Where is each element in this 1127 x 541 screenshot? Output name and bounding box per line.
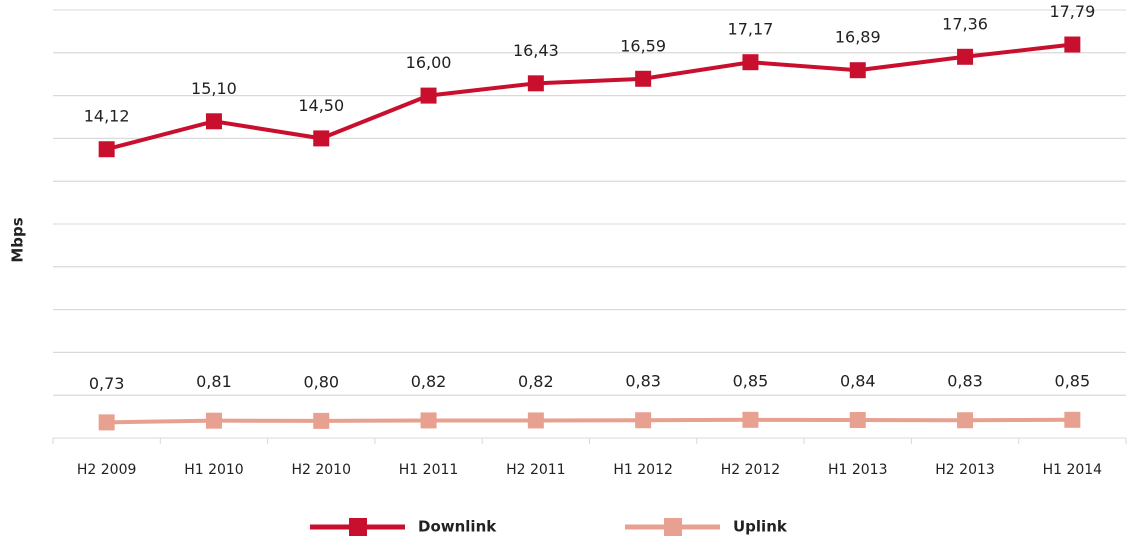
legend-marker [349,518,367,536]
point [1064,411,1081,428]
data-label: 17,17 [728,20,774,39]
legend-label: Downlink [418,518,497,536]
series-line [106,417,1073,425]
x-tick-label: H1 2010 [184,462,244,478]
data-label: 16,00 [406,53,452,72]
point [849,62,866,79]
data-label: 16,43 [513,41,559,60]
point [313,412,330,429]
data-label: 0,73 [89,374,125,393]
point [420,87,437,104]
data-label: 16,59 [620,36,666,55]
x-tick-label: H1 2011 [399,462,459,478]
data-label: 16,89 [835,28,881,47]
point [1064,36,1081,53]
x-tick-label: H2 2010 [291,462,351,478]
point [205,412,222,429]
data-label: 0,85 [733,371,769,390]
point [635,70,652,87]
legend-label: Uplink [733,518,788,536]
data-label: 0,82 [518,372,554,391]
data-label: 0,81 [196,372,232,391]
x-tick-label: H2 2011 [506,462,566,478]
data-label: 0,84 [840,372,876,391]
x-tick-label: H2 2012 [721,462,781,478]
point [98,414,115,431]
y-axis-label: Mbps [9,217,27,262]
point [527,412,544,429]
point [957,48,974,65]
data-label: 17,79 [1049,2,1095,21]
data-label: 17,36 [942,14,988,33]
data-label: 0,82 [411,372,447,391]
data-label: 0,80 [303,372,339,391]
point [527,75,544,92]
point [205,113,222,130]
point [742,54,759,71]
point [635,412,652,429]
data-label: 14,12 [84,107,130,126]
data-label: 0,83 [625,372,661,391]
data-label: 14,50 [298,96,344,115]
x-tick-label: H1 2012 [613,462,673,478]
point [98,141,115,158]
x-tick-label: H1 2013 [828,462,888,478]
x-tick-label: H1 2014 [1043,462,1103,478]
point [313,130,330,147]
x-tick-label: H2 2013 [935,462,995,478]
point [742,411,759,428]
series-line [106,42,1073,152]
point [957,412,974,429]
data-label: 0,85 [1055,371,1091,390]
point [420,412,437,429]
legend-marker [664,518,682,536]
x-tick-label: H2 2009 [77,462,137,478]
point [849,412,866,429]
data-label: 15,10 [191,79,237,98]
data-label: 0,83 [947,372,983,391]
